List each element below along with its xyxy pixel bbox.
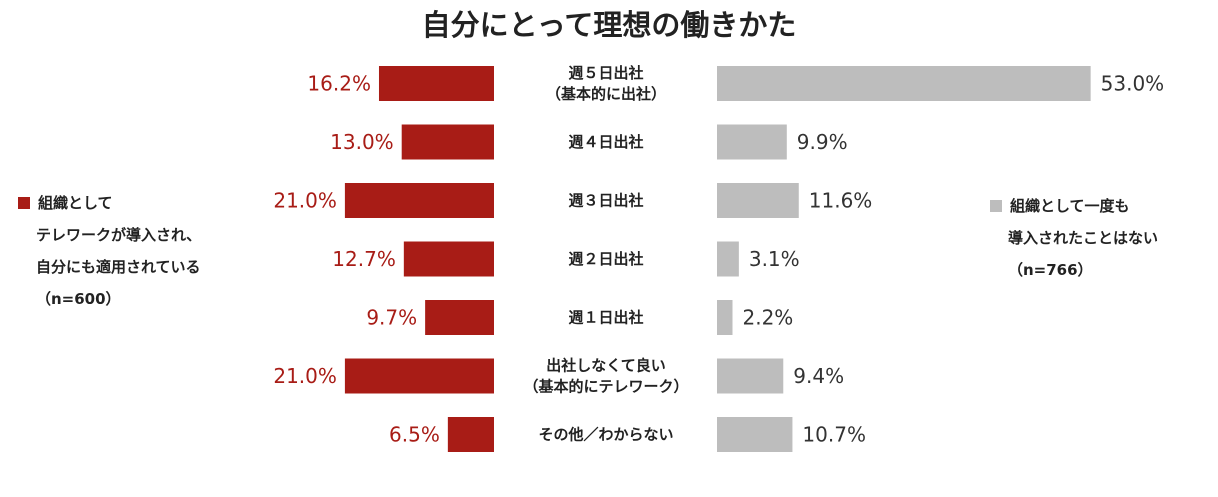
category-label-4-0: 週１日出社 xyxy=(568,309,643,327)
legend-left-line-4: （n=600） xyxy=(36,290,121,308)
value-label-right-0: 53.0% xyxy=(1101,72,1165,96)
value-label-right-5: 9.4% xyxy=(793,364,844,388)
legend-left-line-2: テレワークが導入され、 xyxy=(36,226,202,244)
category-label-5-1: （基本的にテレワーク） xyxy=(523,378,688,396)
bar-right-2 xyxy=(717,183,799,218)
value-label-left-0: 16.2% xyxy=(307,72,371,96)
value-label-left-5: 21.0% xyxy=(273,364,337,388)
legend-right: 組織として一度も 導入されたことはない （n=766） xyxy=(990,190,1158,286)
category-label-3-0: 週２日出社 xyxy=(568,250,643,268)
category-label-6-0: その他／わからない xyxy=(538,426,673,444)
bar-left-5 xyxy=(344,358,494,394)
value-label-right-6: 10.7% xyxy=(802,423,866,447)
legend-left-line-1: 組織として xyxy=(18,187,201,219)
bar-left-2 xyxy=(344,183,494,218)
bar-left-3 xyxy=(403,241,494,277)
bar-right-6 xyxy=(717,417,793,452)
value-label-left-4: 9.7% xyxy=(366,306,417,330)
value-label-left-6: 6.5% xyxy=(389,423,440,447)
bar-right-5 xyxy=(717,358,784,394)
legend-right-swatch xyxy=(990,200,1002,212)
category-label-2-0: 週３日出社 xyxy=(568,192,643,210)
value-label-left-2: 21.0% xyxy=(273,189,337,213)
legend-right-line-1: 組織として一度も xyxy=(990,190,1158,222)
category-label-0-0: 週５日出社 xyxy=(568,64,643,82)
value-label-right-1: 9.9% xyxy=(797,130,848,154)
bar-left-0 xyxy=(378,66,494,101)
bar-right-3 xyxy=(717,241,739,277)
bar-left-4 xyxy=(425,300,494,335)
bar-right-1 xyxy=(717,124,787,160)
bar-left-6 xyxy=(447,417,494,452)
legend-left-line-3: 自分にも適用されている xyxy=(36,258,201,276)
legend-right-line-2: 導入されたことはない xyxy=(1008,229,1159,247)
value-label-right-2: 11.6% xyxy=(809,189,873,213)
value-label-left-1: 13.0% xyxy=(330,130,394,154)
value-label-right-4: 2.2% xyxy=(743,306,794,330)
legend-left-text-1: 組織として xyxy=(38,194,113,212)
category-label-5-0: 出社しなくて良い xyxy=(546,357,666,375)
category-label-1-0: 週４日出社 xyxy=(568,133,643,151)
bar-right-4 xyxy=(717,300,733,335)
value-label-left-3: 12.7% xyxy=(332,247,396,271)
legend-left: 組織として テレワークが導入され、 自分にも適用されている （n=600） xyxy=(18,187,201,315)
legend-right-text-1: 組織として一度も xyxy=(1010,197,1130,215)
legend-left-swatch xyxy=(18,197,30,209)
bar-left-1 xyxy=(401,124,494,160)
legend-right-line-3: （n=766） xyxy=(1008,261,1093,279)
value-label-right-3: 3.1% xyxy=(749,247,800,271)
bar-right-0 xyxy=(717,66,1091,101)
category-label-0-1: （基本的に出社） xyxy=(546,85,666,103)
chart-title: 自分にとって理想の働きかた xyxy=(421,8,797,42)
